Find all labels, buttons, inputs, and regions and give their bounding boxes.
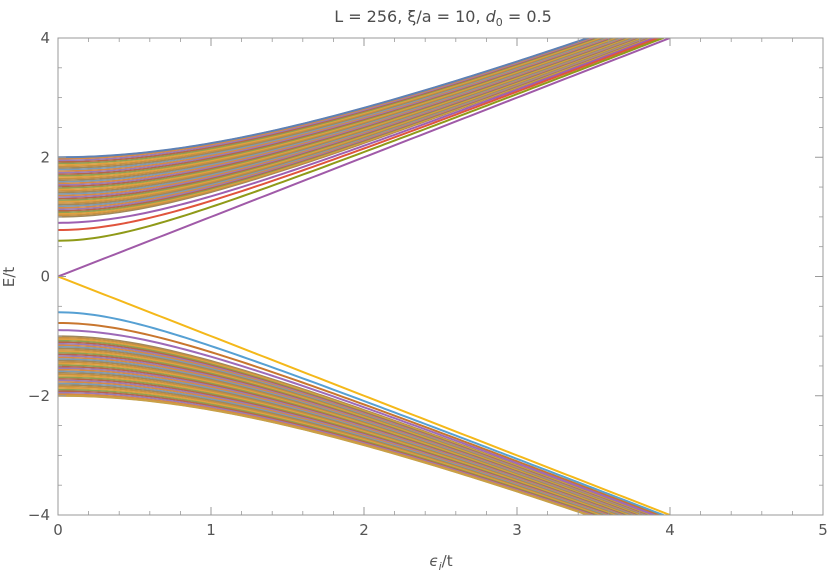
series-zero-mode-upper — [58, 38, 671, 278]
x-tick-label: 1 — [206, 521, 216, 539]
y-tick-label: 4 — [40, 29, 50, 47]
y-axis-label: E/t — [0, 267, 18, 288]
series-upper-edge — [58, 38, 592, 159]
x-tick-label: 2 — [359, 521, 369, 539]
series-lines — [58, 38, 671, 515]
series-zero-mode-lower — [58, 275, 671, 515]
x-tick-label: 4 — [665, 521, 675, 539]
series-bound-state-2 — [58, 38, 662, 231]
series-bound-state-3 — [58, 38, 666, 242]
title-tail: = 0.5 — [503, 7, 552, 26]
title-var: d — [486, 7, 497, 26]
title-sub: 0 — [496, 16, 503, 29]
x-axis-label: ϵi/t — [429, 552, 452, 572]
band-lines — [58, 38, 653, 515]
series-lower-edge — [58, 394, 592, 515]
y-tick-label: 0 — [40, 268, 50, 286]
axis-ticks: 0 1 2 3 4 5 −4 −2 0 2 4 — [28, 29, 828, 539]
x-tick-label: 5 — [818, 521, 828, 539]
y-tick-label: 2 — [40, 148, 50, 166]
x-tick-label: 0 — [53, 521, 63, 539]
series-bound-state-6 — [58, 329, 658, 515]
series-bound-state-4 — [58, 311, 666, 515]
chart-title: L = 256, ξ/a = 10, d0 = 0.5 — [334, 7, 552, 29]
y-tick-label: −4 — [28, 506, 50, 524]
x-label-sub: i — [439, 560, 442, 572]
series-bound-state-5 — [58, 322, 662, 515]
series-bound-state-1 — [58, 38, 658, 224]
x-tick-label: 3 — [512, 521, 522, 539]
y-tick-label: −2 — [28, 387, 50, 405]
title-main: L = 256, ξ/a = 10, — [334, 7, 485, 26]
x-label-tail: /t — [442, 552, 453, 570]
x-label-var: ϵ — [429, 552, 438, 570]
